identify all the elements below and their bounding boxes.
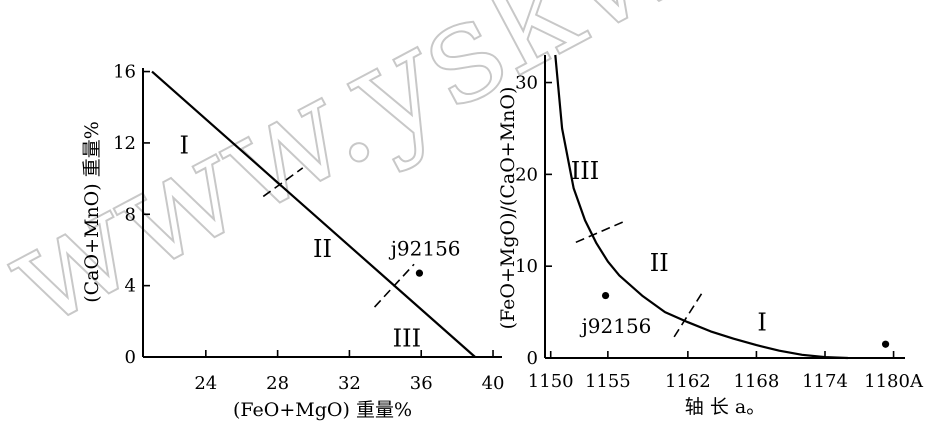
x-tick-label: 28 (266, 373, 289, 394)
x-tick-label: 1162 (665, 371, 711, 392)
y-tick-label: 16 (113, 62, 136, 83)
x-tick-label: 1155 (585, 371, 631, 392)
x-tick-label: 1180A (864, 371, 924, 392)
x-tick-label: 36 (410, 373, 433, 394)
point-label: j92156 (580, 314, 652, 338)
chart-left: 24 28 32 36 40 0 4 8 12 16 (FeO+MgO) 重量% (CaO+MnO) … (81, 62, 504, 421)
series-line (554, 54, 848, 360)
x-axis-label: 轴 长 a。 (685, 396, 765, 418)
region-label: III (393, 324, 421, 352)
y-tick-label: 12 (113, 133, 136, 154)
series-line (151, 70, 476, 358)
y-tick-label: 8 (125, 204, 136, 225)
y-tick-label: 4 (125, 276, 136, 297)
x-tick-label: 1168 (734, 371, 780, 392)
boundary-mark (673, 293, 703, 338)
data-point (415, 269, 424, 277)
y-tick-label: 0 (527, 348, 538, 369)
y-tick-label: 10 (515, 256, 538, 277)
boundary-mark (373, 263, 415, 308)
chart-right: 1150 1155 1162 1168 1174 1180A 0 10 20 30 轴 长 a。 (F… (497, 54, 924, 418)
y-tick-label: 20 (515, 164, 538, 185)
point-label: j92156 (389, 236, 461, 260)
region-label: II (650, 249, 669, 277)
y-axis-label: (FeO+MgO)/(CaO+MnO) (497, 87, 519, 330)
data-point (601, 291, 610, 300)
boundary-mark (262, 167, 304, 198)
y-tick-label: 30 (515, 73, 538, 94)
x-tick-label: 1150 (528, 371, 574, 392)
region-label: III (571, 157, 599, 185)
boundary-mark (575, 221, 624, 244)
x-tick-label: 40 (482, 373, 505, 394)
y-axis-label: (CaO+MnO) 重量% (81, 121, 103, 303)
region-label: II (313, 235, 332, 263)
data-point (881, 340, 890, 348)
x-tick-label: 1174 (802, 371, 848, 392)
region-label: I (757, 308, 766, 336)
region-label: I (180, 132, 189, 160)
y-tick-label: 0 (125, 347, 136, 368)
x-tick-label: 32 (338, 373, 361, 394)
x-tick-label: 24 (194, 373, 217, 394)
x-axis-label: (FeO+MgO) 重量% (233, 399, 412, 421)
